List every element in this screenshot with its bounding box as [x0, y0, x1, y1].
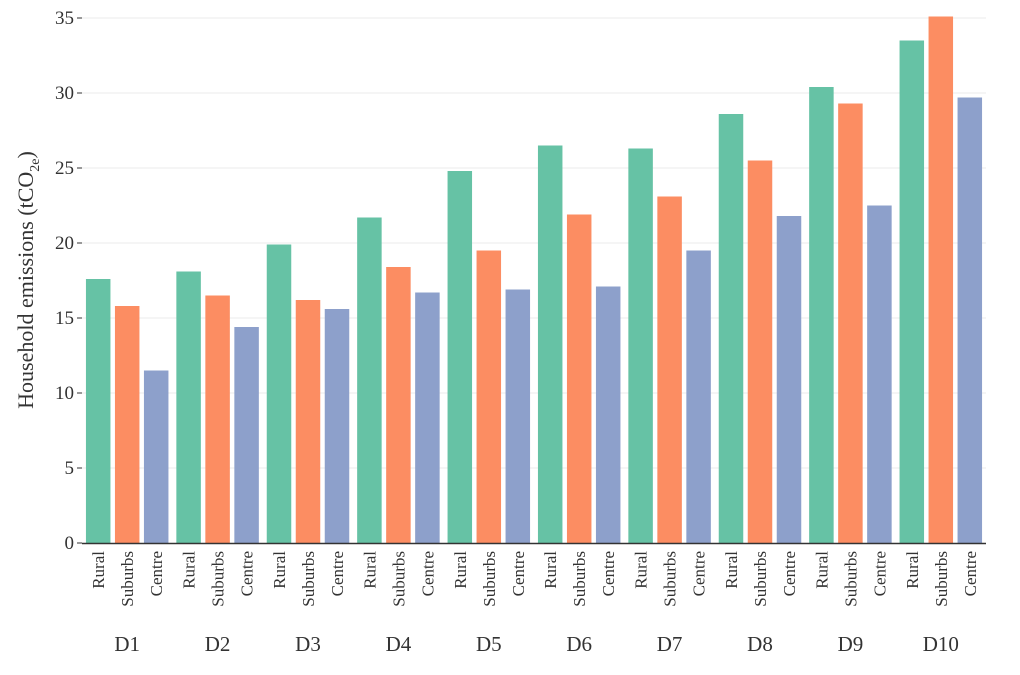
- x-category-label: Rural: [632, 551, 651, 589]
- x-category-label: Rural: [180, 551, 199, 589]
- bar-d1-centre: [143, 370, 169, 543]
- x-group-label: D5: [476, 632, 502, 656]
- y-tick-label: 15: [55, 308, 74, 329]
- x-category-label: Centre: [961, 551, 980, 596]
- bar-d7-suburbs: [657, 196, 682, 543]
- x-category-label: Suburbs: [389, 551, 408, 607]
- labels: 0 5 10 15 20 25 30 35 Rural Suburbs Centre D1 Rural S…: [55, 8, 980, 656]
- bar-d4-rural: [357, 217, 382, 543]
- bar-d1-suburbs: [114, 306, 140, 543]
- x-category-label: Centre: [418, 551, 437, 596]
- bar-d2-suburbs: [205, 295, 230, 543]
- x-group-label: D6: [566, 632, 592, 656]
- bar-d3-rural: [266, 244, 292, 543]
- bar-d5-suburbs: [476, 250, 502, 543]
- bar-d8-rural: [718, 114, 744, 543]
- bar-d4-suburbs: [386, 267, 411, 543]
- bar-d2-centre: [234, 327, 259, 543]
- x-group-label: D3: [295, 632, 321, 656]
- x-category-label: Centre: [690, 551, 709, 596]
- x-group-label: D9: [838, 632, 864, 656]
- y-axis-title: Household emissions (tCO2e): [13, 151, 43, 409]
- x-category-label: Centre: [238, 551, 257, 596]
- x-category-label: Suburbs: [661, 551, 680, 607]
- y-axis-title-close: ): [13, 151, 38, 158]
- x-group-label: D10: [923, 632, 959, 656]
- x-category-label: Rural: [903, 551, 922, 589]
- bar-d9-centre: [867, 205, 892, 543]
- x-category-label: Centre: [780, 551, 799, 596]
- x-category-label: Centre: [599, 551, 618, 596]
- bar-d8-centre: [776, 216, 802, 543]
- x-category-label: Rural: [722, 551, 741, 589]
- x-category-label: Rural: [89, 551, 108, 589]
- x-category-label: Suburbs: [118, 551, 137, 607]
- bars: [85, 16, 983, 543]
- x-category-label: Suburbs: [570, 551, 589, 607]
- bar-d4-centre: [415, 292, 440, 543]
- x-category-label: Rural: [451, 551, 470, 589]
- x-category-label: Rural: [360, 551, 379, 589]
- x-group-label: D7: [657, 632, 683, 656]
- bar-d5-centre: [505, 289, 531, 543]
- x-category-label: Suburbs: [932, 551, 951, 607]
- x-group-label: D1: [114, 632, 140, 656]
- x-category-label: Rural: [270, 551, 289, 589]
- bar-d10-suburbs: [928, 16, 954, 543]
- bar-d7-rural: [628, 148, 653, 543]
- bar-d6-rural: [537, 145, 563, 543]
- y-tick-label: 30: [55, 83, 74, 104]
- bar-d10-rural: [899, 40, 925, 543]
- y-axis-title-main: Household emissions (tCO: [13, 172, 38, 409]
- x-category-label: Suburbs: [841, 551, 860, 607]
- x-category-label: Rural: [541, 551, 560, 589]
- bar-d5-rural: [447, 171, 473, 543]
- bar-d10-centre: [957, 97, 983, 543]
- x-group-label: D2: [205, 632, 231, 656]
- grid-lines: [82, 17, 986, 469]
- bar-d9-suburbs: [838, 103, 863, 543]
- bar-d9-rural: [809, 87, 834, 543]
- x-category-label: Centre: [509, 551, 528, 596]
- x-category-label: Centre: [328, 551, 347, 596]
- y-axis-title-sub: 2e: [28, 158, 43, 171]
- x-category-label: Centre: [147, 551, 166, 596]
- x-category-label: Rural: [812, 551, 831, 589]
- y-tick-label: 5: [65, 458, 75, 479]
- x-category-label: Centre: [870, 551, 889, 596]
- bar-d6-centre: [595, 286, 621, 543]
- bar-d6-suburbs: [566, 214, 592, 543]
- bar-d2-rural: [176, 271, 201, 543]
- y-tick-label: 10: [55, 383, 74, 404]
- x-category-label: Suburbs: [480, 551, 499, 607]
- y-tick-label: 25: [55, 158, 74, 179]
- x-category-label: Suburbs: [751, 551, 770, 607]
- x-category-label: Suburbs: [299, 551, 318, 607]
- bar-d3-centre: [324, 309, 350, 543]
- y-tick-label: 0: [65, 533, 75, 554]
- x-group-label: D4: [386, 632, 412, 656]
- bar-d3-suburbs: [295, 300, 321, 543]
- y-tick-label: 35: [55, 8, 74, 29]
- axes: [77, 17, 986, 545]
- bar-d7-centre: [686, 250, 711, 543]
- bar-d1-rural: [85, 279, 111, 543]
- bar-d8-suburbs: [747, 160, 773, 543]
- x-category-label: Suburbs: [209, 551, 228, 607]
- y-tick-label: 20: [55, 233, 74, 254]
- x-group-label: D8: [747, 632, 773, 656]
